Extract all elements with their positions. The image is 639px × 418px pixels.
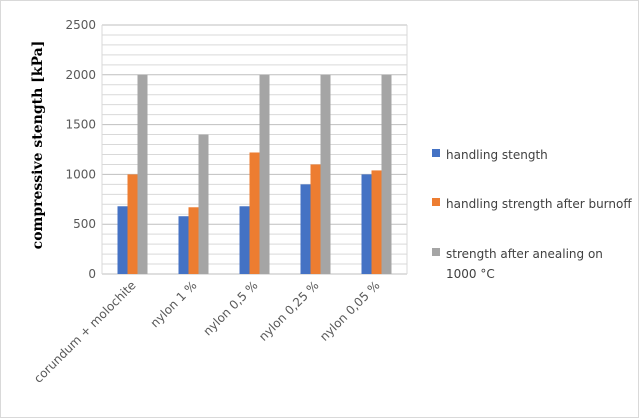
y-tick-label: 1000 xyxy=(65,167,96,181)
y-tick-label: 1500 xyxy=(65,118,96,132)
legend-item-handling-strength-after-burnoff: handling strength after burnoff xyxy=(432,194,632,214)
legend-swatch xyxy=(432,198,440,206)
bar xyxy=(361,174,372,274)
bar xyxy=(239,206,250,274)
bar xyxy=(310,164,321,274)
x-category-label: nylon 0,25 % xyxy=(256,278,322,344)
bar xyxy=(178,216,189,274)
legend-label: strength after anealing on 1000 °C xyxy=(446,247,603,281)
y-tick-label: 2500 xyxy=(65,18,96,32)
legend-label: handling strength after burnoff xyxy=(446,197,632,211)
legend-swatch xyxy=(432,248,440,256)
x-category-label: nylon 1 % xyxy=(148,278,200,330)
x-axis-categories: corundum + molochite nylon 1 % nylon 0,5 %… xyxy=(31,278,382,385)
bar xyxy=(198,134,209,274)
legend-label: handling stength xyxy=(446,148,548,162)
bar xyxy=(259,74,270,274)
y-axis-ticks: 0 500 1000 1500 2000 2500 xyxy=(65,18,96,281)
y-axis-label: compressive stength [kPa] xyxy=(30,41,46,250)
bar xyxy=(300,184,311,274)
bar xyxy=(371,170,382,274)
y-tick-label: 0 xyxy=(88,267,96,281)
y-tick-label: 500 xyxy=(73,217,96,231)
bar xyxy=(137,74,148,274)
legend-item-strength-after-anealing: strength after anealing on 1000 °C xyxy=(432,244,632,284)
bar xyxy=(117,206,128,274)
bars xyxy=(117,74,392,274)
bar xyxy=(127,174,138,274)
bar xyxy=(188,207,199,274)
x-category-label: corundum + molochite xyxy=(31,278,138,385)
bar xyxy=(249,152,260,274)
bar xyxy=(381,74,392,274)
x-category-label: nylon 0,05 % xyxy=(317,278,383,344)
x-category-label: nylon 0,5 % xyxy=(200,278,260,338)
bar xyxy=(320,74,331,274)
legend-swatch xyxy=(432,149,440,157)
y-tick-label: 2000 xyxy=(65,68,96,82)
legend-item-handling-stength: handling stength xyxy=(432,145,632,165)
